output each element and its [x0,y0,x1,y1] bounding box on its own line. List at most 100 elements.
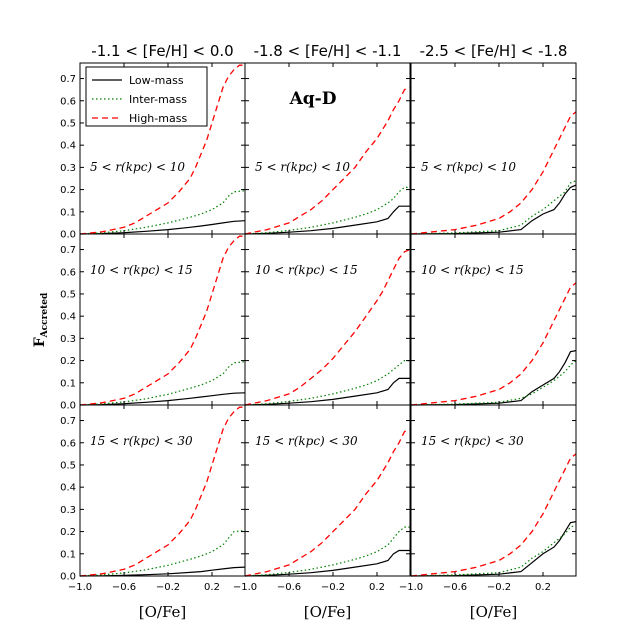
y-tick-label: 0.5 [60,118,76,129]
panel-r2-c1: −1.0 −0.6 −0.2 0.2 15 < r(kpc) < 30 [233,404,411,593]
region-label: 5 < r(kpc) < 10 [255,160,350,174]
panel-frame [410,404,577,577]
y-tick-label: 0.3 [60,163,76,174]
x-tick-label: −0.2 [321,582,345,593]
halo-label: Aq-D [289,89,337,109]
series-low-mass-r2-c2 [410,521,577,577]
region-label: 10 < r(kpc) < 15 [90,263,193,277]
region-label: 15 < r(kpc) < 30 [255,434,358,448]
series-high-mass-r2-c2 [410,453,577,577]
y-tick-label: 0.4 [60,483,76,494]
y-tick-label: 0.3 [60,505,76,516]
panel-r1-c0: 0.0 0.1 0.2 0.3 0.4 0.5 0.6 0.7 10 < r(kpc) < 15 [60,233,246,412]
x-tick-label: −0.6 [112,582,136,593]
y-tick-label: 0.2 [60,527,76,538]
x-tick-label: −0.2 [156,582,180,593]
series-low-mass-r0-c1 [244,205,410,235]
y-tick-label: 0.1 [60,549,76,560]
series-inter-mass-r1-c0 [79,361,246,406]
series-high-mass-r1-c0 [79,235,245,406]
panel-frame [244,404,411,577]
region-label: 10 < r(kpc) < 15 [421,263,524,277]
y-axis-title: FAccreted [32,292,50,347]
panel-frame [244,233,411,406]
y-tick-label: 0.1 [60,378,76,389]
x-tick-label: −0.2 [487,582,511,593]
y-tick-label: 0.7 [60,74,76,85]
panel-frame [79,233,246,406]
panel-frame [410,62,577,235]
y-tick-label: 0.2 [60,185,76,196]
panel-r0-c2: 5 < r(kpc) < 10 [410,62,577,235]
panel-r1-c1: 10 < r(kpc) < 15 [244,233,411,406]
series-inter-mass-r0-c2 [410,180,577,235]
series-inter-mass-r0-c0 [79,190,246,235]
x-axis-label-0: [O/Fe] [139,603,187,621]
y-tick-label: 0.4 [60,312,76,323]
legend: Low-mass Inter-mass High-mass [85,66,208,127]
series-low-mass-r2-c0 [79,566,246,577]
y-tick-label: 0.6 [60,267,76,278]
series-low-mass-r1-c0 [79,392,246,406]
series-inter-mass-r2-c1 [244,526,410,577]
region-label: 15 < r(kpc) < 30 [421,434,524,448]
legend-box [85,66,208,127]
region-label: 5 < r(kpc) < 10 [90,160,185,174]
x-tick-label: 0.2 [535,582,551,593]
panel-r1-c2: 10 < r(kpc) < 15 [410,233,577,406]
series-high-mass-r0-c2 [410,111,577,235]
series-low-mass-r0-c0 [79,220,246,235]
y-tick-label: 0.7 [60,245,76,256]
y-tick-label: 0.4 [60,141,76,152]
y-tick-label: 0.0 [60,401,76,412]
series-high-mass-r0-c1 [244,86,411,235]
x-axis-label-2: [O/Fe] [470,603,518,621]
y-tick-label: 0.1 [60,207,76,218]
x-tick-label: 0.2 [369,582,385,593]
region-label: 5 < r(kpc) < 10 [421,160,516,174]
y-tick-label: 0.0 [60,230,76,241]
panel-r2-c0: 0.0 0.1 0.2 0.3 0.4 0.5 0.6 0.7 −1.0 −0.6 −0.2 0.2 1… [60,404,246,593]
panel-r0-c0: 0.0 0.1 0.2 0.3 0.4 0.5 0.6 0.7 5 < r(kpc) < 10 [60,62,246,241]
series-inter-mass-r1-c2 [410,360,577,406]
series-high-mass-r2-c1 [244,428,411,577]
legend-label-inter-mass: Inter-mass [129,93,187,106]
x-tick-label: −0.6 [277,582,301,593]
x-tick-label: 0.2 [204,582,220,593]
legend-label-low-mass: Low-mass [129,74,184,87]
panel-r2-c2: −1.0 −0.6 −0.2 0.2 15 < r(kpc) < 30 [399,404,577,593]
x-tick-label: −1.0 [399,582,423,593]
x-axis-label-1: [O/Fe] [304,603,352,621]
series-low-mass-r1-c2 [410,350,577,406]
region-label: 15 < r(kpc) < 30 [90,434,193,448]
y-tick-label: 0.0 [60,572,76,583]
column-title-0: -1.1 < [Fe/H] < 0.0 [91,42,233,60]
y-tick-label: 0.7 [60,416,76,427]
panel-grid: -1.1 < [Fe/H] < 0.0 -1.8 < [Fe/H] < -1.1-… [60,42,577,621]
y-tick-label: 0.6 [60,438,76,449]
y-tick-label: 0.5 [60,460,76,471]
series-inter-mass-r2-c0 [79,529,246,577]
y-axis-label: FAccreted [32,292,50,347]
series-high-mass-r2-c0 [79,406,245,577]
series-inter-mass-r2-c2 [410,524,577,577]
x-tick-label: −0.6 [443,582,467,593]
x-tick-label: −1.0 [233,582,257,593]
y-tick-label: 0.2 [60,356,76,367]
panel-frame [410,233,577,406]
column-title-1: -1.8 < [Fe/H] < -1.1 [254,42,402,60]
series-low-mass-r0-c2 [410,184,577,235]
region-label: 10 < r(kpc) < 15 [255,263,358,277]
x-tick-label: −1.0 [68,582,92,593]
series-high-mass-r1-c2 [410,282,577,406]
series-high-mass-r1-c1 [244,248,411,406]
series-inter-mass-r1-c1 [244,360,410,406]
panel-r0-c1: 5 < r(kpc) < 10 [244,62,411,235]
legend-label-high-mass: High-mass [129,112,187,125]
y-tick-label: 0.6 [60,96,76,107]
y-tick-label: 0.5 [60,289,76,300]
series-high-mass-r0-c0 [79,64,245,235]
y-tick-label: 0.3 [60,334,76,345]
panel-frame [79,404,246,577]
